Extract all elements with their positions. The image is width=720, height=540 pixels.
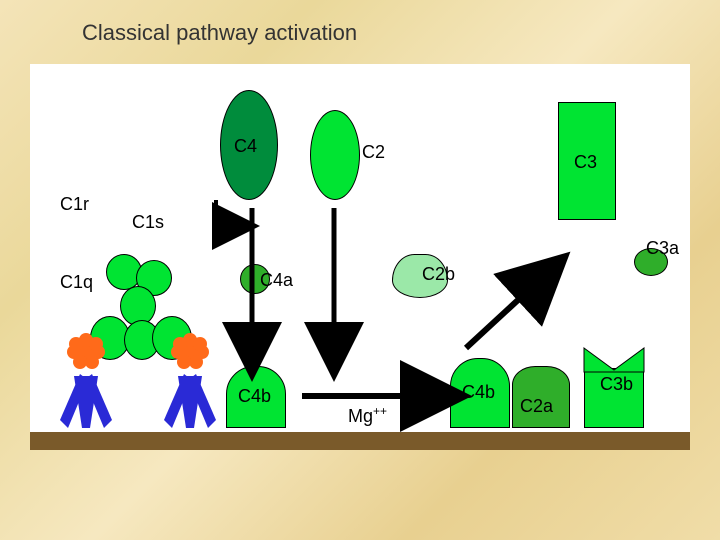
- label-c4: C4: [234, 136, 257, 157]
- label-c4b-left: C4b: [238, 386, 271, 407]
- label-mg-sup: ++: [373, 404, 387, 418]
- label-c2a: C2a: [520, 396, 553, 417]
- slide-title: Classical pathway activation: [82, 20, 357, 46]
- label-c2b: C2b: [422, 264, 455, 285]
- arrows-layer: [30, 64, 690, 450]
- label-c1r: C1r: [60, 194, 89, 215]
- label-c3a: C3a: [646, 238, 679, 259]
- label-c3b: C3b: [600, 374, 633, 395]
- diagram-area: C1r C1s C1q C4 C2 C3 C4a C2b C3a C4b C4b…: [30, 64, 690, 450]
- label-c4a: C4a: [260, 270, 293, 291]
- label-c2: C2: [362, 142, 385, 163]
- slide-background: Classical pathway activation: [0, 0, 720, 540]
- label-mg-text: Mg: [348, 406, 373, 426]
- label-c1q: C1q: [60, 272, 93, 293]
- label-mg: Mg++: [348, 404, 387, 427]
- label-c3: C3: [574, 152, 597, 173]
- label-c4b-right: C4b: [462, 382, 495, 403]
- label-c1s: C1s: [132, 212, 164, 233]
- antibody-icon: [54, 328, 118, 428]
- antibody-icon: [158, 328, 222, 428]
